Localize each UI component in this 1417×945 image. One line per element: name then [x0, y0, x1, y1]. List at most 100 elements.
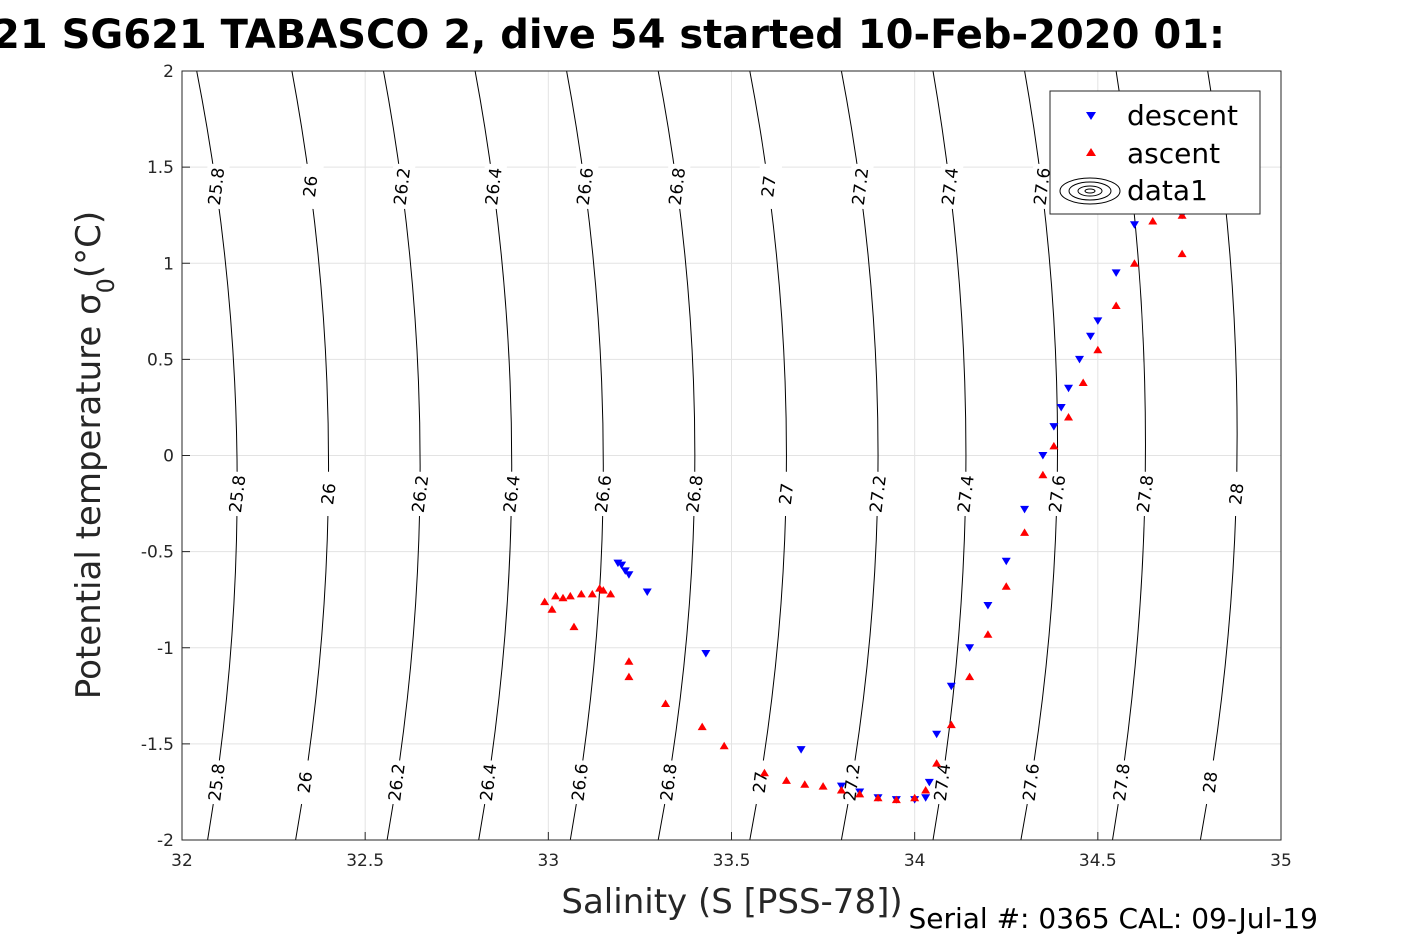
ascent-point	[910, 793, 920, 802]
ascent-point	[606, 589, 616, 598]
contour-label: 26.2	[385, 762, 409, 802]
contour-label-bg	[291, 759, 319, 806]
contour-label-bg	[1028, 163, 1056, 210]
contour-label-group: 26	[314, 470, 342, 518]
contour-label-bg	[1222, 470, 1250, 518]
contour-label: 27.2	[849, 167, 873, 207]
ascent-point	[921, 786, 931, 794]
y-axis-label-unit: (°C)	[69, 211, 109, 278]
contour-label-group: 27.8	[1107, 759, 1135, 806]
contour-label: 28	[1200, 770, 1222, 794]
contour-label: 27	[750, 770, 772, 794]
contour-label: 25.8	[205, 762, 229, 802]
svg-text:Potential temperature σ0(°C): Potential temperature σ0(°C)	[69, 211, 120, 699]
contour-label: 27	[776, 482, 798, 506]
contour-label-group: 25.8	[223, 470, 251, 518]
contour-label: 26.8	[666, 167, 690, 207]
contour-label: 26.6	[574, 167, 598, 207]
descent-point	[1020, 505, 1030, 514]
x-tick-label: 33	[538, 851, 560, 871]
contour-label-bg	[936, 163, 964, 210]
y-tick-label: -0.5	[141, 543, 174, 563]
ascent-point	[781, 776, 791, 784]
ascent-point	[558, 593, 568, 602]
data-points	[540, 144, 1187, 804]
contour-label: 27.4	[939, 167, 963, 207]
contour-label-bg	[589, 470, 617, 518]
contour-label: 26.6	[592, 474, 616, 514]
legend-ascent-marker	[1086, 148, 1096, 156]
descent-point	[921, 794, 931, 802]
contour-label: 27.2	[866, 474, 890, 514]
ascent-point	[1093, 345, 1103, 354]
contour-label-bg	[223, 470, 251, 518]
descent-point	[946, 682, 956, 691]
contour-label-group: 26.2	[406, 470, 434, 518]
descent-point	[1129, 221, 1139, 229]
y-tick-label: -1.5	[141, 735, 174, 755]
descent-point	[613, 559, 623, 568]
ascent-point	[1129, 259, 1139, 267]
contour-label: 25.8	[226, 474, 250, 514]
descent-point	[620, 567, 630, 575]
ascent-point	[1148, 216, 1158, 225]
ascent-point	[855, 789, 865, 798]
ascent-point	[1064, 413, 1074, 421]
x-tick-label: 35	[1270, 851, 1292, 871]
contour-label-bg	[928, 759, 956, 806]
descent-point	[642, 588, 652, 596]
legend-descent-marker	[1086, 112, 1096, 120]
descent-point	[617, 561, 627, 570]
contour-label: 26.4	[500, 474, 524, 514]
ascent-point	[836, 786, 846, 794]
descent-point	[796, 746, 806, 754]
y-tick-label: 1	[163, 254, 174, 274]
contour-label-group: 27.2	[838, 759, 866, 806]
contour-label: 28	[1226, 482, 1248, 506]
ascent-point	[598, 586, 608, 594]
contour-label: 26.8	[683, 474, 707, 514]
contour-label-group: 26.4	[497, 470, 526, 518]
contour-label: 27	[758, 175, 780, 199]
descent-point	[1038, 452, 1048, 460]
descent-point	[1001, 557, 1011, 566]
ascent-point	[697, 722, 707, 731]
contour-label-group: 27	[754, 163, 783, 210]
descent-point	[1111, 269, 1121, 277]
y-axis-label: Potential temperature σ0(°C)	[69, 211, 120, 699]
ascent-point	[569, 622, 579, 631]
contour-label-bg	[1131, 470, 1159, 518]
legend: descent ascent data1	[1049, 90, 1261, 215]
ascent-point	[587, 589, 597, 598]
y-tick-label: 1.5	[147, 158, 174, 178]
descent-point	[932, 730, 942, 739]
ascent-point	[661, 699, 671, 708]
ascent-point	[1177, 249, 1187, 258]
ascent-point	[624, 657, 634, 665]
descent-point	[924, 778, 934, 787]
contour-label-bg	[388, 163, 416, 210]
contour-label-bg	[406, 470, 434, 518]
contour-label-group: 26.6	[571, 163, 599, 210]
contour-label-group: 26.8	[680, 470, 709, 518]
ascent-point	[540, 597, 550, 606]
contour-label: 25.8	[205, 167, 229, 207]
contour-label-group: 28	[1196, 759, 1224, 806]
contour-label-group: 27.6	[1043, 470, 1071, 518]
contour-label: 27.6	[1020, 762, 1044, 802]
ascent-point	[965, 672, 975, 681]
contour-label-group: 26.6	[589, 470, 617, 518]
contour-label-bg	[680, 470, 709, 518]
contour-label-group: 27	[746, 759, 774, 806]
contour-label-bg	[296, 163, 324, 210]
y-axis-label-main: Potential temperature σ	[69, 293, 109, 699]
descent-point	[624, 571, 634, 579]
contour-label-group: 27.6	[1017, 759, 1045, 806]
ascent-point	[946, 720, 956, 729]
contour-label: 27.8	[1110, 762, 1134, 802]
y-tick-label: 2	[163, 62, 174, 82]
descent-point	[1086, 332, 1096, 341]
legend-descent-label: descent	[1127, 99, 1238, 132]
ascent-point	[932, 759, 942, 767]
